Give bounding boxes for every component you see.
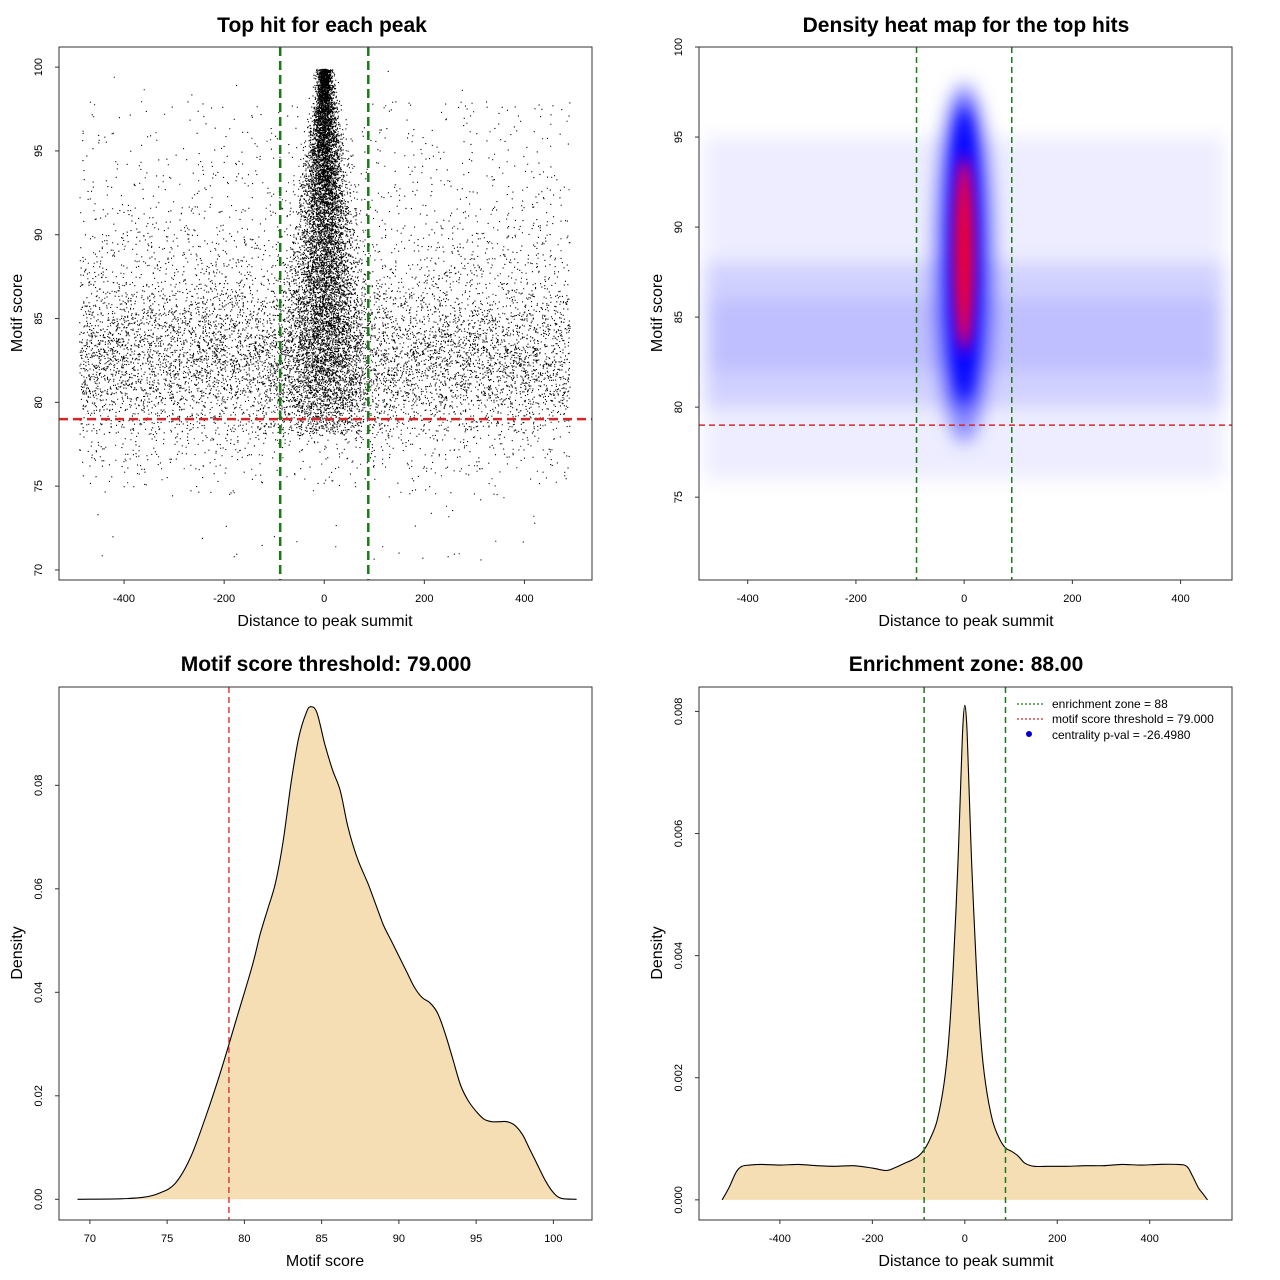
y-axis-label: Density (9, 926, 26, 979)
y-tick-label: 85 (33, 312, 45, 324)
y-tick-label: 95 (673, 131, 685, 143)
plot-frame (698, 686, 1233, 1221)
plot-area (77, 687, 577, 1220)
x-tick-label: -400 (113, 593, 135, 605)
x-tick-label: 100 (544, 1233, 562, 1245)
legend-dot-centrality (1026, 731, 1032, 737)
legend: enrichment zone = 88 motif score thresho… (1017, 697, 1214, 742)
y-axis-label: Density (649, 926, 666, 979)
density-area (722, 705, 1208, 1200)
chart-title: Top hit for each peak (217, 14, 427, 37)
heatmap-core (951, 114, 978, 394)
x-tick-label: 85 (316, 1233, 328, 1245)
plot-area (721, 687, 1208, 1220)
x-tick-label: -200 (861, 1233, 883, 1245)
plot-frame (58, 686, 593, 1221)
x-tick-label: 95 (470, 1233, 482, 1245)
x-tick-label: 0 (321, 593, 327, 605)
y-tick-label: 80 (673, 401, 685, 413)
plot-frame (58, 46, 593, 581)
y-tick-label: 85 (673, 311, 685, 323)
panel-heatmap: Density heat map for the top hits -400 -2… (649, 14, 1233, 630)
scatter-points (79, 68, 571, 561)
axis-ticks: -400 -200 0 200 400 70 75 80 85 90 95 100 (33, 58, 534, 605)
axis-ticks: 70 75 80 85 90 95 100 0.00 0.02 0.04 0.06 0.08 (33, 775, 563, 1245)
x-tick-label: 70 (84, 1233, 96, 1245)
axis-ticks: -400 -200 0 200 400 0.000 0.002 0.004 0.006 0.008 (673, 698, 1159, 1245)
y-axis-label: Motif score (649, 274, 666, 352)
y-tick-label: 0.02 (33, 1085, 45, 1106)
y-tick-label: 70 (33, 564, 45, 576)
x-axis-label: Distance to peak summit (878, 613, 1054, 630)
x-tick-label: -200 (845, 593, 867, 605)
x-tick-label: -400 (737, 593, 759, 605)
x-tick-label: 400 (1141, 1233, 1159, 1245)
x-tick-label: 80 (238, 1233, 250, 1245)
x-tick-label: 0 (961, 593, 967, 605)
legend-label: centrality p-val = -26.4980 (1052, 728, 1191, 742)
x-tick-label: -400 (769, 1233, 791, 1245)
x-tick-label: 90 (393, 1233, 405, 1245)
y-tick-label: 75 (33, 480, 45, 492)
y-tick-label: 0.006 (673, 820, 685, 848)
plot-area (699, 47, 1232, 580)
y-tick-label: 0.004 (673, 942, 685, 970)
y-tick-label: 0.06 (33, 878, 45, 899)
y-tick-label: 0.008 (673, 698, 685, 726)
density-line (77, 706, 577, 1200)
y-tick-label: 0.08 (33, 775, 45, 796)
density-area (77, 706, 577, 1200)
x-axis-label: Distance to peak summit (237, 613, 413, 630)
panel-scatter: Top hit for each peak -400 -200 0 200 400 70 7… (9, 14, 593, 630)
y-tick-label: 100 (33, 58, 45, 76)
legend-label: motif score threshold = 79.000 (1052, 712, 1214, 726)
y-tick-label: 0.04 (33, 982, 45, 1003)
axis-ticks: -400 -200 0 200 400 75 80 85 90 95 100 (673, 38, 1190, 605)
x-tick-label: 0 (962, 1233, 968, 1245)
chart-title: Enrichment zone: 88.00 (849, 653, 1084, 676)
y-tick-label: 100 (673, 38, 685, 56)
density-line (721, 704, 1208, 1201)
y-tick-label: 0.00 (33, 1189, 45, 1210)
chart-title: Density heat map for the top hits (803, 14, 1130, 37)
x-tick-label: 75 (161, 1233, 173, 1245)
x-axis-label: Distance to peak summit (878, 1253, 1054, 1270)
y-tick-label: 90 (673, 221, 685, 233)
heat-core-inner (955, 164, 974, 345)
y-tick-label: 80 (33, 396, 45, 408)
x-tick-label: -200 (213, 593, 235, 605)
x-axis-label: Motif score (286, 1253, 364, 1270)
plot-frame (698, 46, 1233, 581)
panel-score-density: Motif score threshold: 79.000 70 75 80 85 90… (9, 653, 593, 1270)
x-tick-label: 400 (515, 593, 533, 605)
chart-title: Motif score threshold: 79.000 (181, 653, 472, 676)
y-tick-label: 95 (33, 145, 45, 157)
x-tick-label: 400 (1171, 593, 1189, 605)
y-axis-label: Motif score (9, 274, 26, 352)
plot-area (59, 47, 592, 580)
y-tick-label: 0.002 (673, 1064, 685, 1092)
x-tick-label: 200 (1048, 1233, 1066, 1245)
y-tick-label: 90 (33, 229, 45, 241)
legend-label: enrichment zone = 88 (1052, 697, 1168, 711)
x-tick-label: 200 (1063, 593, 1081, 605)
panel-distance-density: Enrichment zone: 88.00 -400 -200 0 200 400 0.… (649, 653, 1233, 1270)
x-tick-label: 200 (415, 593, 433, 605)
y-tick-label: 0.000 (673, 1186, 685, 1214)
y-tick-label: 75 (673, 491, 685, 503)
